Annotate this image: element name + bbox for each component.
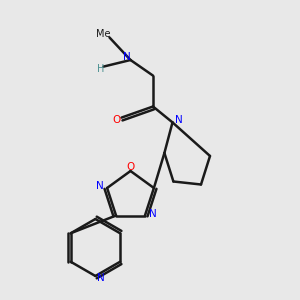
Text: N: N — [96, 182, 104, 191]
Text: O: O — [126, 161, 135, 172]
Text: N: N — [148, 209, 156, 219]
Text: N: N — [97, 273, 105, 284]
Text: Me: Me — [96, 29, 111, 39]
Text: H: H — [98, 64, 105, 74]
Text: N: N — [175, 115, 183, 125]
Text: O: O — [112, 115, 120, 125]
Text: N: N — [123, 52, 131, 62]
